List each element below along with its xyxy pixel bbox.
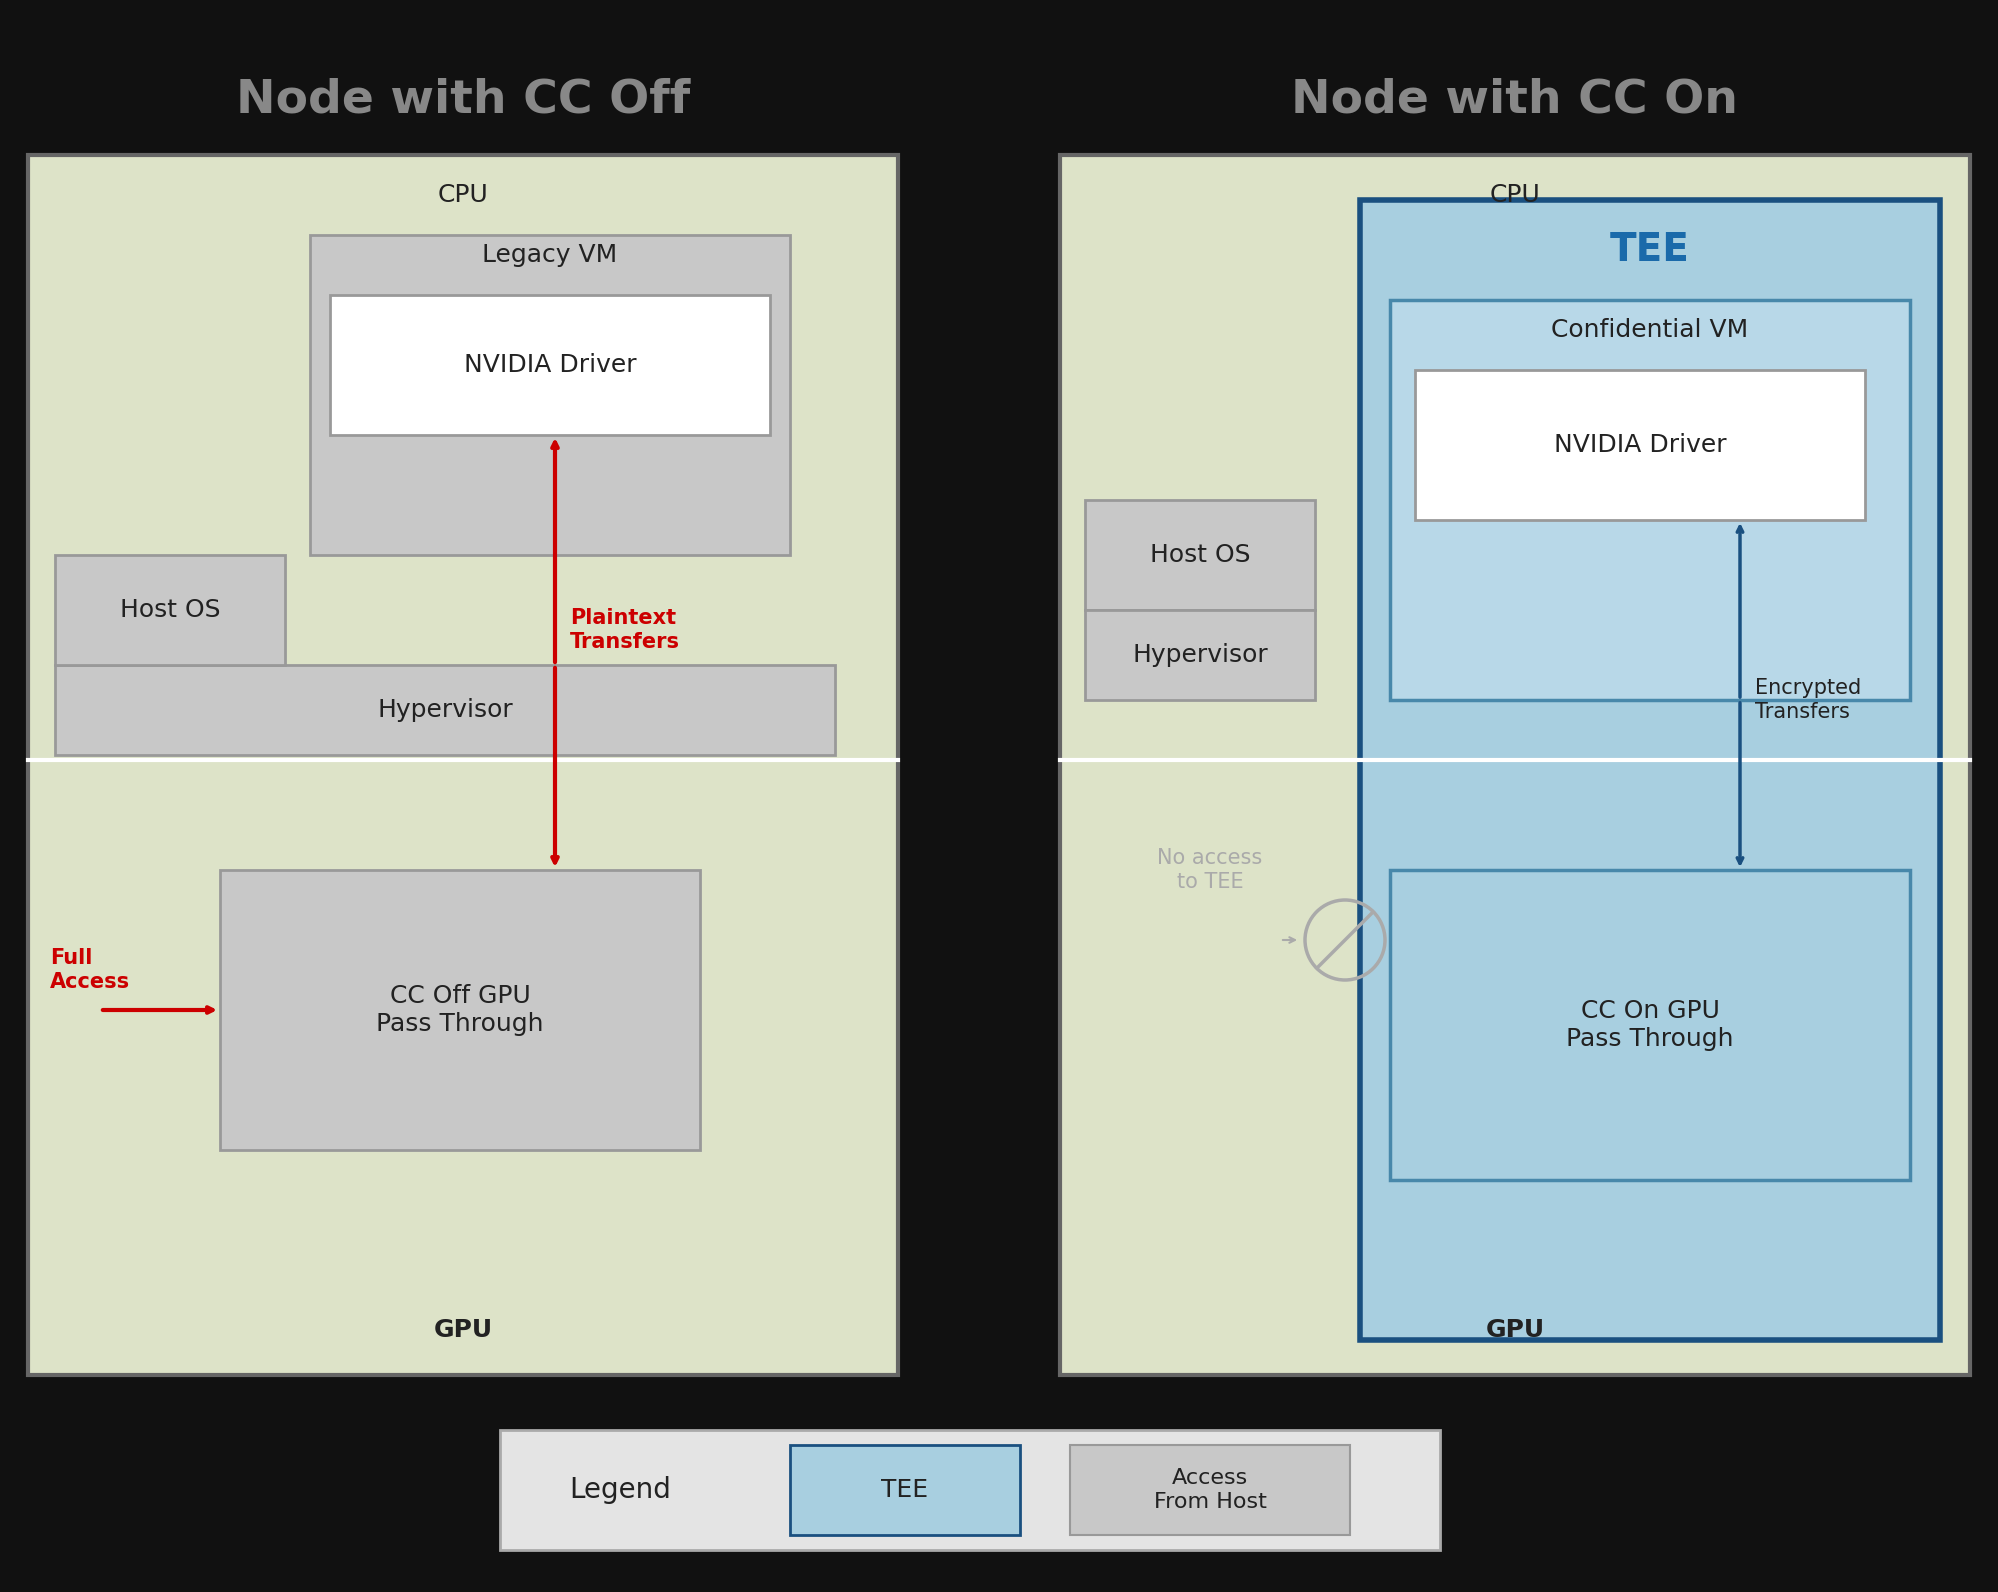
Text: Full
Access: Full Access — [50, 949, 130, 992]
Text: Hypervisor: Hypervisor — [1131, 643, 1267, 667]
Text: Legacy VM: Legacy VM — [482, 244, 617, 267]
Bar — [28, 154, 897, 1375]
Bar — [56, 665, 835, 755]
Text: Access
From Host: Access From Host — [1153, 1468, 1267, 1511]
Text: Host OS: Host OS — [120, 599, 220, 622]
Text: CC On GPU
Pass Through: CC On GPU Pass Through — [1566, 1000, 1732, 1051]
Bar — [1389, 869, 1908, 1180]
Bar — [330, 295, 769, 435]
Text: No access
to TEE: No access to TEE — [1157, 849, 1263, 892]
Text: GPU: GPU — [434, 1318, 492, 1342]
Text: Legend: Legend — [569, 1476, 671, 1504]
Bar — [310, 236, 789, 556]
Text: CPU: CPU — [1489, 183, 1540, 207]
Bar — [1059, 154, 1968, 1375]
Text: CC Off GPU
Pass Through: CC Off GPU Pass Through — [376, 984, 543, 1036]
Text: Plaintext
Transfers: Plaintext Transfers — [569, 608, 679, 651]
Bar — [1389, 299, 1908, 700]
Bar — [789, 1446, 1019, 1535]
Text: Node with CC On: Node with CC On — [1291, 78, 1738, 123]
Text: Encrypted
Transfers: Encrypted Transfers — [1754, 678, 1860, 721]
Text: TEE: TEE — [1608, 231, 1688, 269]
Text: Hypervisor: Hypervisor — [378, 697, 513, 723]
Bar — [500, 1430, 1439, 1551]
Text: NVIDIA Driver: NVIDIA Driver — [1552, 433, 1726, 457]
Bar — [220, 869, 699, 1149]
Bar — [1359, 201, 1938, 1340]
Bar — [1085, 500, 1315, 610]
Bar — [1415, 369, 1864, 521]
Text: GPU: GPU — [1485, 1318, 1544, 1342]
Text: NVIDIA Driver: NVIDIA Driver — [464, 353, 635, 377]
Bar — [56, 556, 286, 665]
Text: Host OS: Host OS — [1149, 543, 1249, 567]
Text: Node with CC Off: Node with CC Off — [236, 78, 689, 123]
Text: TEE: TEE — [881, 1477, 929, 1501]
Text: Confidential VM: Confidential VM — [1550, 318, 1748, 342]
Bar — [1085, 610, 1315, 700]
Text: CPU: CPU — [438, 183, 488, 207]
Bar — [1069, 1446, 1349, 1535]
